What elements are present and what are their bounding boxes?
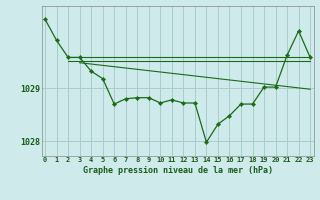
X-axis label: Graphe pression niveau de la mer (hPa): Graphe pression niveau de la mer (hPa) [83, 166, 273, 175]
